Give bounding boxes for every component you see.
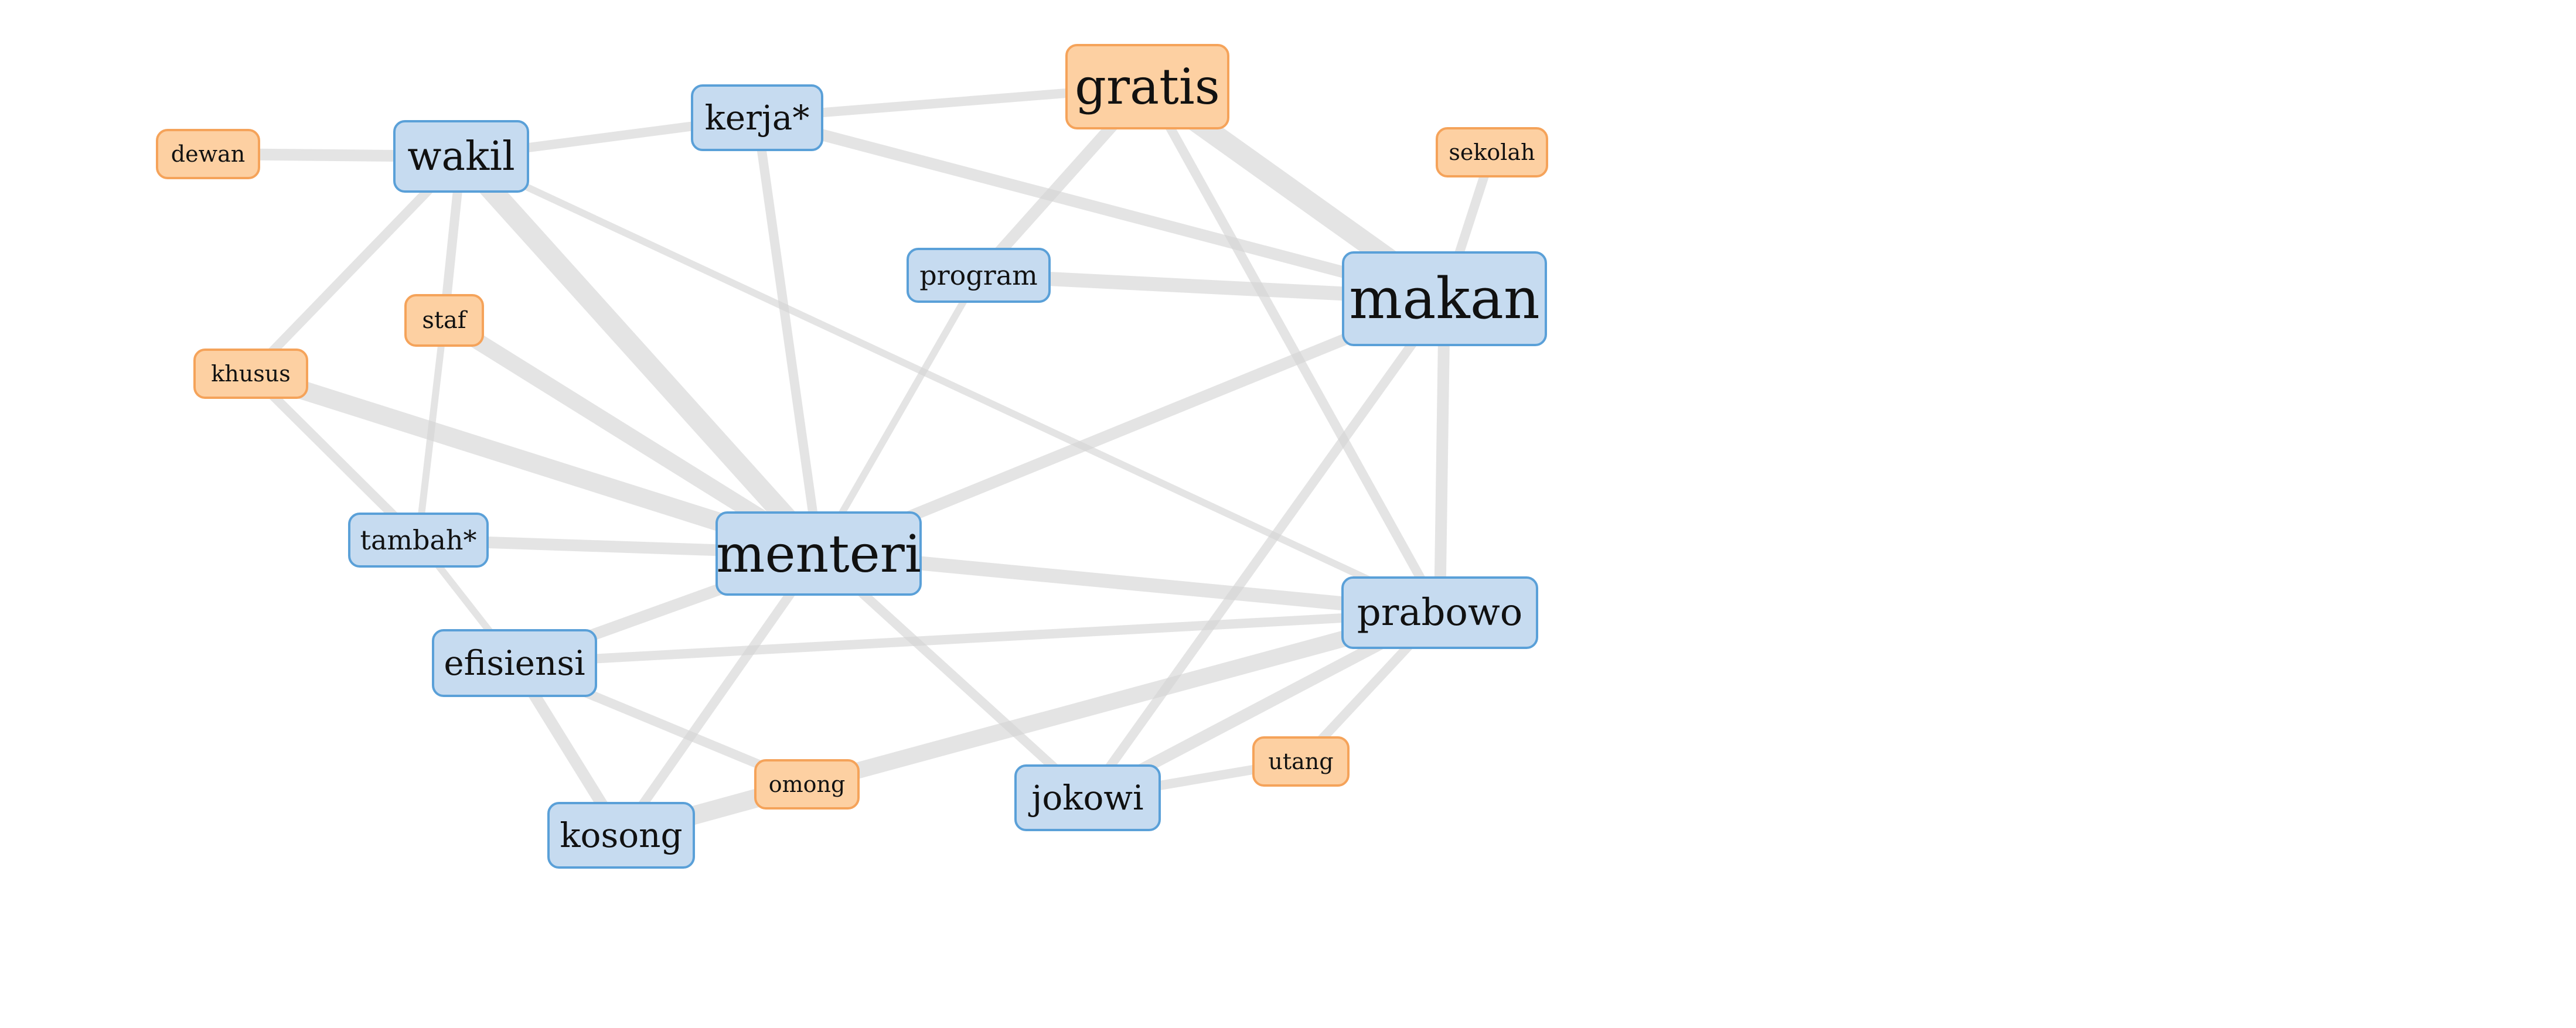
node-tambah: tambah* — [348, 513, 489, 568]
node-khusus: khusus — [193, 349, 308, 399]
edge-kerja-menteri — [752, 117, 823, 555]
node-makan: makan — [1342, 251, 1547, 346]
edge-gratis-prabowo — [1143, 84, 1444, 615]
edge-makan-jokowi — [1083, 296, 1449, 801]
edge-menteri-kosong — [617, 551, 823, 838]
node-kosong: kosong — [547, 802, 695, 869]
node-kerja: kerja* — [691, 84, 823, 151]
node-sekolah: sekolah — [1436, 127, 1548, 177]
edge-makan-menteri — [816, 293, 1447, 559]
node-gratis: gratis — [1065, 44, 1229, 129]
node-menteri: menteri — [715, 511, 922, 596]
edge-program-menteri — [815, 274, 982, 555]
edge-prabowo-omong — [805, 604, 1442, 793]
node-omong: omong — [754, 759, 860, 810]
node-jokowi: jokowi — [1014, 764, 1161, 831]
edge-wakil-menteri — [453, 149, 827, 561]
node-utang: utang — [1252, 736, 1350, 787]
edge-efisiensi-prabowo — [514, 608, 1440, 668]
node-wakil: wakil — [393, 120, 529, 193]
node-efisiensi: efisiensi — [432, 629, 597, 697]
edge-kerja-makan — [755, 112, 1446, 305]
node-program: program — [907, 248, 1051, 303]
edge-khusus-tambah — [247, 370, 422, 544]
edge-menteri-prabowo — [817, 547, 1441, 620]
edge-makan-prabowo — [1434, 298, 1450, 613]
node-prabowo: prabowo — [1341, 576, 1538, 649]
node-staf: staf — [404, 294, 484, 347]
node-dewan: dewan — [156, 129, 260, 179]
